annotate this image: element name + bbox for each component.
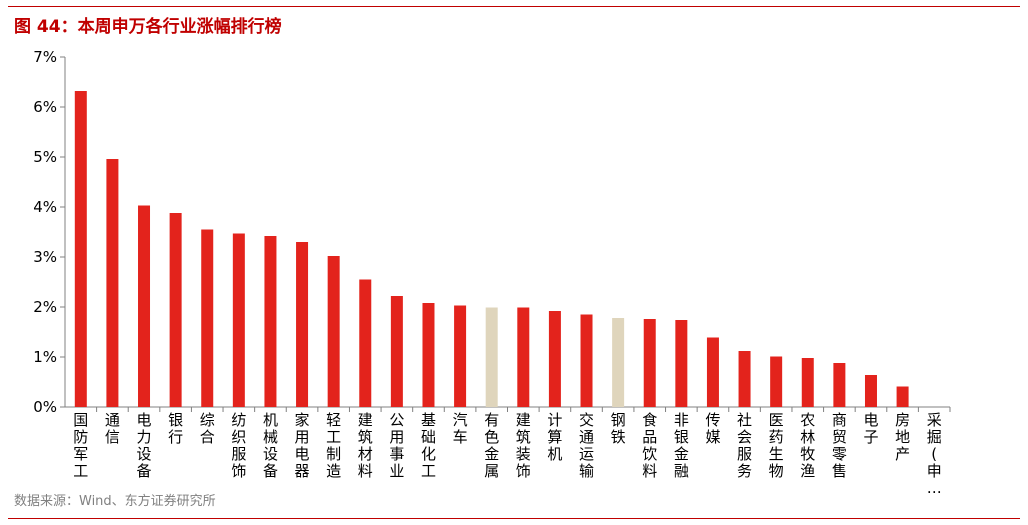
x-tick-label: 纺织服饰 xyxy=(231,411,246,480)
bar-汽车 xyxy=(454,305,467,407)
bar-公用事业 xyxy=(390,296,403,407)
x-tick-label: 商贸零售 xyxy=(832,411,847,480)
bar-电力设备 xyxy=(138,205,151,407)
x-tick-label: 轻工制造 xyxy=(326,411,341,480)
x-tick-label: 食品饮料 xyxy=(642,411,657,480)
y-tick-label: 4% xyxy=(33,198,57,216)
x-tick-label: 国防军工 xyxy=(73,411,88,480)
x-tick-label: 公用事业 xyxy=(389,411,404,480)
bar-轻工制造 xyxy=(327,256,340,407)
bar-纺织服饰 xyxy=(232,233,245,407)
bar-传媒 xyxy=(706,337,719,407)
x-tick-label: 建筑材料 xyxy=(358,411,373,480)
bar-钢铁 xyxy=(612,318,625,407)
y-tick-label: 7% xyxy=(33,48,57,66)
bar-计算机 xyxy=(548,311,561,407)
chart-area: 0% 1% 2% 3% 4% 5% 6% 7% 国防军工 通信 电力设备 银行 综合 纺织服饰 机械设备 家用… xyxy=(0,40,1028,497)
bar-食品饮料 xyxy=(643,319,656,407)
x-tick-label: 房地产 xyxy=(895,411,910,463)
bar-社会服务 xyxy=(738,351,751,407)
bar-非银金融 xyxy=(675,320,688,407)
x-tick-label: 有色金属 xyxy=(484,411,499,480)
y-tick-label: 5% xyxy=(33,148,57,166)
bar-基础化工 xyxy=(422,303,435,407)
x-tick-label: 综合 xyxy=(200,411,215,446)
x-tick-label: 医药生物 xyxy=(769,411,784,480)
bar-国防军工 xyxy=(74,91,87,407)
y-tick-label: 6% xyxy=(33,98,57,116)
bar-医药生物 xyxy=(770,356,783,407)
bottom-rule xyxy=(8,518,1020,519)
y-tick-label: 1% xyxy=(33,348,57,366)
bar-机械设备 xyxy=(264,236,277,407)
x-tick-label: 交通运输 xyxy=(579,411,594,480)
x-tick-label: 农林牧渔 xyxy=(800,411,815,480)
x-tick-label: 机械设备 xyxy=(263,411,278,480)
bar-银行 xyxy=(169,213,182,407)
x-tick-label: 家用电器 xyxy=(295,411,310,480)
x-tick-label: 采掘(申… xyxy=(927,411,942,495)
bar-房地产 xyxy=(896,386,909,407)
bar-综合 xyxy=(201,229,214,407)
source-note: 数据来源：Wind、东方证券研究所 xyxy=(14,494,216,509)
x-tick-label: 传媒 xyxy=(705,411,720,446)
bar-电子 xyxy=(864,375,877,407)
y-tick-label: 0% xyxy=(33,398,57,416)
bar-有色金属 xyxy=(485,307,498,407)
x-tick-label: 银行 xyxy=(168,411,183,446)
x-tick-label: 电子 xyxy=(863,411,878,446)
top-rule xyxy=(8,6,1020,7)
bar-交通运输 xyxy=(580,314,593,407)
x-tick-label: 电力设备 xyxy=(137,411,152,480)
bar-建筑装饰 xyxy=(517,307,530,407)
x-tick-label: 计算机 xyxy=(547,411,562,463)
figure-title: 图 44：本周申万各行业涨幅排行榜 xyxy=(14,17,282,37)
x-tick-label: 基础化工 xyxy=(421,411,436,480)
bar-商贸零售 xyxy=(833,363,846,407)
y-tick-label: 2% xyxy=(33,298,57,316)
bar-农林牧渔 xyxy=(801,358,814,407)
bar-建筑材料 xyxy=(359,279,372,407)
x-tick-label: 通信 xyxy=(105,411,120,446)
y-tick-label: 3% xyxy=(33,248,57,266)
x-tick-label: 汽车 xyxy=(453,411,468,446)
bar-家用电器 xyxy=(296,242,309,407)
bar-通信 xyxy=(106,159,119,407)
x-tick-label: 非银金融 xyxy=(674,411,689,480)
x-tick-label: 钢铁 xyxy=(611,411,626,446)
x-tick-label: 社会服务 xyxy=(737,411,752,480)
x-tick-label: 建筑装饰 xyxy=(516,411,531,480)
